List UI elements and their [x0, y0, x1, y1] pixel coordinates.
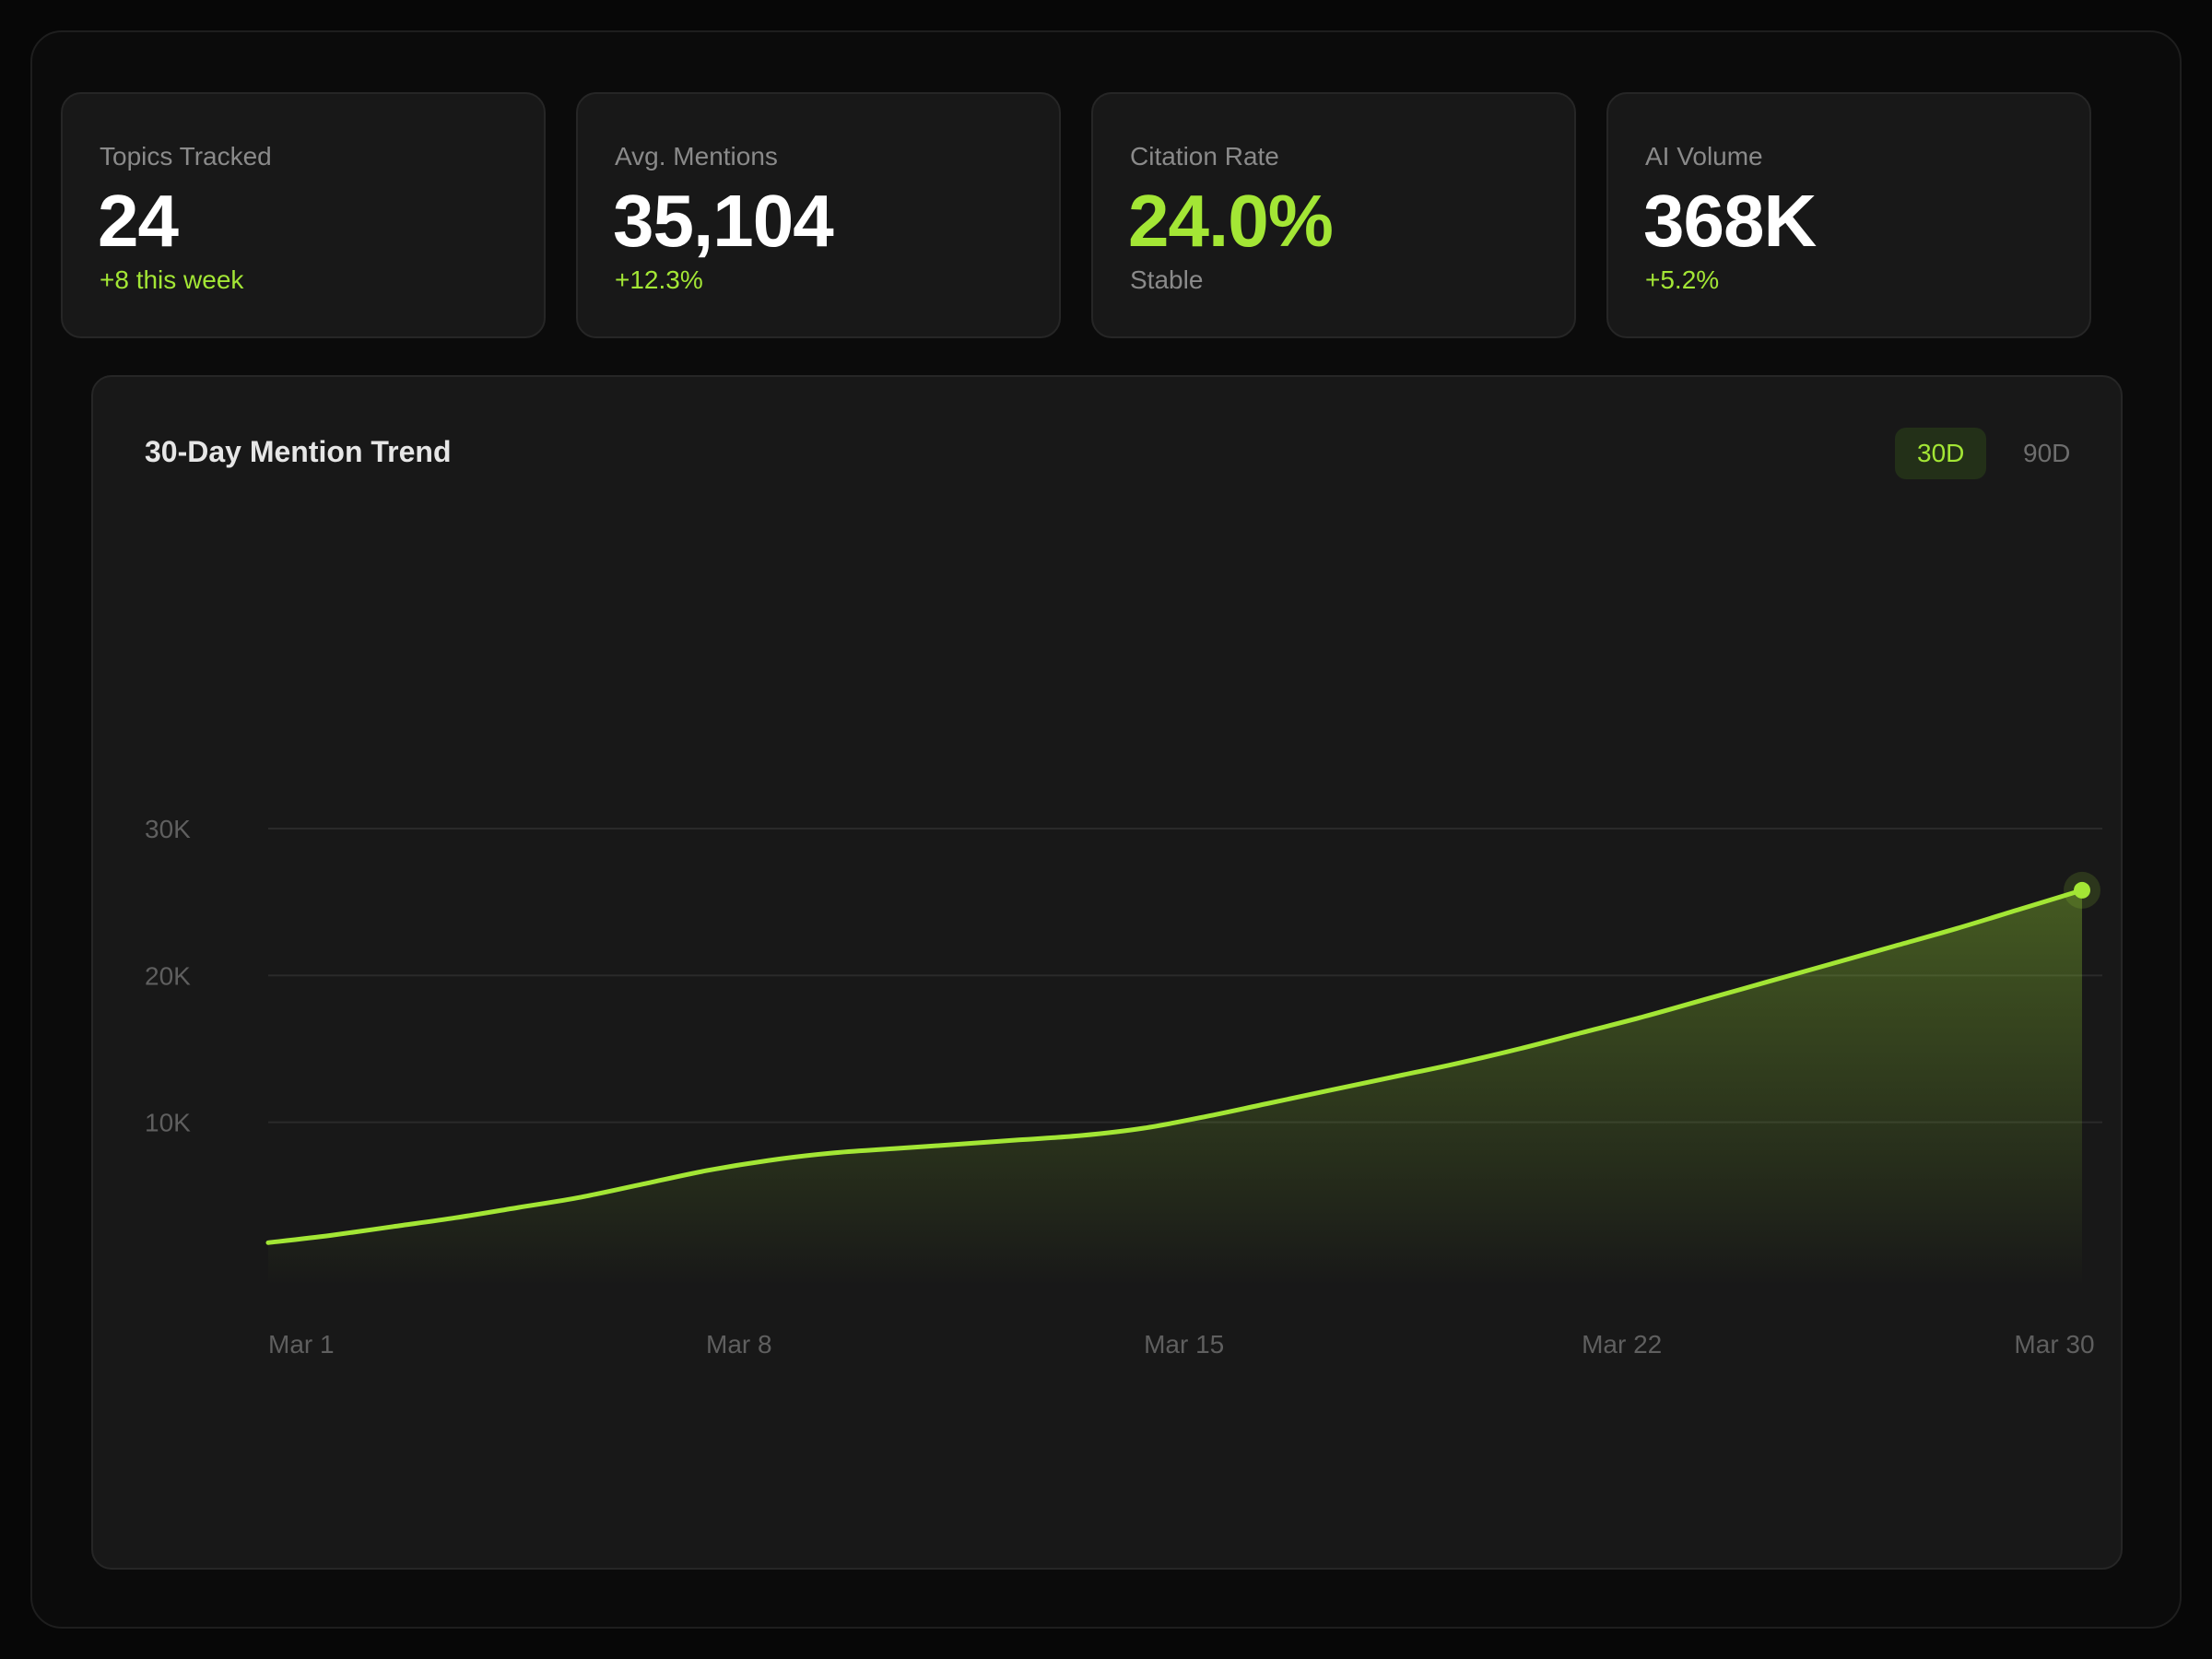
stat-label: AI Volume	[1645, 142, 1763, 171]
dashboard-frame: Topics Tracked 24 +8 this week Avg. Ment…	[30, 30, 2182, 1629]
y-tick-label: 20K	[145, 961, 191, 990]
stat-value: 24	[98, 180, 179, 262]
stat-change: Stable	[1130, 265, 1204, 294]
stat-value: 35,104	[613, 180, 834, 262]
x-tick-label: Mar 15	[1144, 1330, 1224, 1359]
mention-trend-chart: 10K 20K 30K Mar 1 Mar 8 Mar 15 Mar 22 Mar 30	[145, 815, 2102, 1359]
trend-endpoint-point	[2074, 881, 2090, 899]
stat-label: Avg. Mentions	[615, 142, 778, 171]
stat-label: Citation Rate	[1130, 142, 1279, 171]
mention-trend-card: 30-Day Mention Trend 30D 90D 10K 20K 30K M…	[91, 375, 2123, 1570]
x-tick-label: Mar 22	[1582, 1330, 1662, 1359]
range-90d-button[interactable]: 90D	[2001, 428, 2092, 479]
y-tick-label: 30K	[145, 815, 191, 843]
stat-change: +8 this week	[100, 265, 244, 294]
stat-card-citation-rate: Citation Rate 24.0% Stable	[1091, 92, 1576, 338]
stat-change: +12.3%	[615, 265, 703, 294]
x-tick-label: Mar 30	[2014, 1330, 2094, 1359]
stat-label: Topics Tracked	[100, 142, 272, 171]
stat-value: 24.0%	[1128, 180, 1334, 262]
chart-title: 30-Day Mention Trend	[145, 435, 452, 468]
y-tick-label: 10K	[145, 1109, 191, 1137]
trend-line	[265, 888, 2085, 1245]
stat-card-avg-mentions: Avg. Mentions 35,104 +12.3%	[576, 92, 1061, 338]
stat-change: +5.2%	[1645, 265, 1720, 294]
stat-card-ai-volume: AI Volume 368K +5.2%	[1606, 92, 2091, 338]
range-30d-button[interactable]: 30D	[1895, 428, 1987, 479]
x-tick-label: Mar 1	[268, 1330, 335, 1359]
stat-card-topics-tracked: Topics Tracked 24 +8 this week	[61, 92, 546, 338]
x-tick-label: Mar 8	[706, 1330, 772, 1359]
stat-value: 368K	[1643, 180, 1817, 262]
trend-area	[268, 889, 2082, 1287]
